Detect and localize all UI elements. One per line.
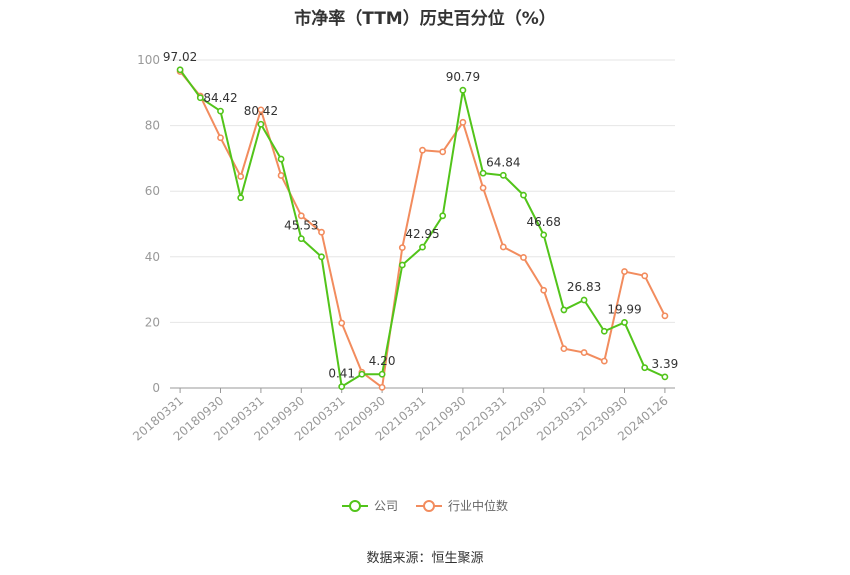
data-label: 3.39 — [652, 357, 679, 371]
data-point — [419, 146, 426, 154]
data-point — [580, 296, 588, 304]
data-point — [560, 345, 568, 353]
data-point — [338, 319, 346, 327]
data-point — [297, 212, 305, 220]
x-axis: 2018033120180930201903312019093020200331… — [130, 387, 675, 444]
data-point — [580, 349, 588, 356]
data-point — [661, 312, 669, 320]
data-point — [318, 228, 325, 236]
data-point — [621, 319, 628, 326]
series-company — [176, 66, 669, 391]
y-tick-label: 40 — [145, 250, 160, 264]
data-point — [237, 173, 245, 180]
data-point — [398, 244, 406, 252]
data-point — [318, 253, 325, 261]
y-axis: 0 20 40 60 80 100 — [137, 53, 160, 395]
legend-marker-company — [341, 499, 368, 512]
data-label: 0.41 — [328, 367, 355, 381]
data-point — [479, 169, 487, 177]
data-point — [217, 107, 224, 115]
data-label: 42.95 — [405, 227, 439, 241]
series-layer — [176, 66, 669, 391]
data-label: 19.99 — [607, 302, 641, 316]
data-point — [237, 194, 245, 202]
data-label: 4.20 — [369, 354, 396, 368]
legend-item-company[interactable]: 公司 — [341, 497, 398, 514]
data-point — [600, 327, 608, 335]
data-point — [257, 106, 265, 114]
data-point — [257, 120, 265, 128]
data-point — [499, 243, 507, 251]
data-point — [378, 370, 386, 378]
data-point — [419, 243, 426, 251]
data-point — [398, 261, 406, 269]
data-point — [277, 155, 285, 163]
data-point — [439, 148, 447, 156]
data-point — [297, 235, 305, 243]
data-point — [358, 370, 366, 378]
chart-title: 市净率（TTM）历史百分位（%） — [294, 9, 556, 29]
data-point — [520, 191, 527, 199]
grid-lines — [170, 59, 675, 323]
data-point — [217, 134, 224, 142]
data-point — [459, 86, 467, 94]
data-point — [540, 231, 548, 239]
data-label: 64.84 — [486, 155, 520, 169]
data-point — [176, 66, 184, 74]
data-point — [479, 184, 487, 192]
data-point — [439, 212, 447, 220]
data-point — [621, 268, 628, 275]
legend: 公司 行业中位数 — [0, 497, 850, 514]
data-point — [499, 171, 507, 179]
data-point — [641, 364, 649, 372]
y-tick-label: 0 — [152, 381, 160, 395]
data-point — [277, 172, 285, 179]
series-industry-median — [176, 68, 669, 391]
data-label: 97.02 — [163, 50, 197, 64]
legend-label-industry-median: 行业中位数 — [448, 499, 509, 513]
y-tick-label: 100 — [137, 53, 160, 67]
y-tick-label: 60 — [145, 184, 160, 198]
data-label: 84.42 — [203, 91, 237, 105]
data-point — [459, 118, 467, 126]
y-tick-label: 80 — [145, 119, 160, 133]
data-label: 80.42 — [244, 104, 278, 118]
legend-item-industry-median[interactable]: 行业中位数 — [416, 497, 508, 514]
data-point — [520, 254, 527, 261]
y-tick-label: 20 — [145, 315, 160, 329]
legend-label-company: 公司 — [373, 499, 398, 513]
data-source: 数据来源：恒生聚源 — [366, 551, 484, 566]
legend-marker-industry-median — [416, 499, 442, 512]
data-label: 90.79 — [446, 70, 480, 84]
data-point — [540, 286, 548, 294]
data-point — [378, 383, 386, 391]
data-label: 46.68 — [527, 215, 561, 229]
data-label: 45.53 — [284, 219, 318, 233]
data-labels: 97.02 84.42 80.42 45.53 0.41 4.20 42.95 90.79 64… — [163, 50, 678, 381]
data-point — [338, 383, 346, 391]
data-label: 26.83 — [567, 280, 601, 294]
data-point — [560, 306, 568, 314]
data-point — [641, 272, 649, 280]
data-point — [600, 357, 608, 365]
data-point — [661, 373, 669, 381]
data-point — [196, 94, 204, 102]
